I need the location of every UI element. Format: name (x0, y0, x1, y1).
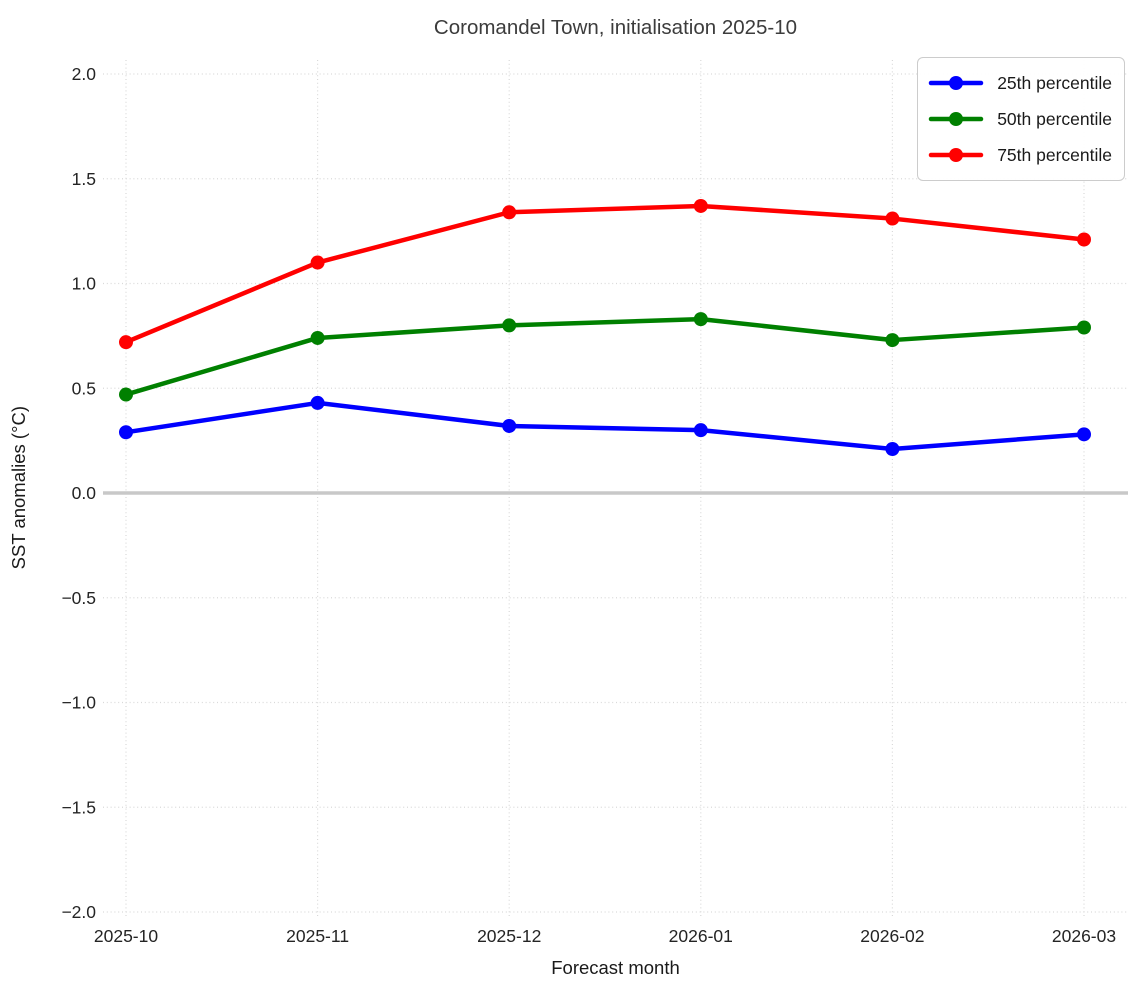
data-point-marker-50th-percentile (310, 330, 325, 345)
data-point-marker-75th-percentile (502, 205, 517, 220)
data-point-marker-50th-percentile (502, 318, 517, 333)
y-tick-label: −2.0 (61, 902, 96, 922)
y-tick-label: −1.0 (61, 693, 96, 713)
data-point-marker-25th-percentile (1077, 427, 1091, 442)
legend-item-75th-percentile: 75th percentile (928, 137, 1112, 173)
legend-item-label: 50th percentile (997, 108, 1112, 129)
x-tick-label: 2026-01 (669, 926, 733, 946)
legend-line-marker-icon (928, 148, 984, 162)
legend-marker-dot (949, 76, 964, 90)
data-point-marker-25th-percentile (693, 423, 708, 438)
legend-item-50th-percentile: 50th percentile (928, 101, 1112, 137)
data-point-marker-25th-percentile (885, 442, 900, 457)
data-point-marker-25th-percentile (119, 425, 133, 440)
legend-line-marker-icon (928, 112, 984, 126)
y-tick-label: 0.0 (72, 483, 97, 503)
y-tick-label: 2.0 (72, 64, 97, 84)
y-axis-label-container: SST anomalies (°C) (8, 0, 30, 976)
legend-item-25th-percentile: 25th percentile (928, 65, 1112, 101)
chart-title: Coromandel Town, initialisation 2025-10 (433, 16, 798, 39)
series-line-50th-percentile (123, 316, 1087, 397)
series-line-25th-percentile (123, 400, 1087, 452)
data-point-marker-75th-percentile (1077, 232, 1091, 247)
legend-marker-dot (949, 148, 964, 162)
data-point-marker-50th-percentile (119, 387, 133, 402)
legend: 25th percentile 50th percentile 75th perce… (917, 57, 1125, 181)
x-tick-label: 2025-11 (286, 926, 349, 946)
data-point-marker-50th-percentile (885, 333, 900, 348)
data-point-marker-50th-percentile (1077, 320, 1091, 335)
data-point-marker-75th-percentile (885, 211, 900, 226)
x-tick-label: 2025-10 (94, 926, 158, 946)
x-tick-label: 2026-03 (1052, 926, 1116, 946)
x-tick-label: 2026-02 (860, 926, 924, 946)
data-point-marker-25th-percentile (310, 395, 325, 410)
y-tick-label: −0.5 (61, 588, 96, 608)
data-point-marker-50th-percentile (693, 312, 708, 327)
data-point-marker-75th-percentile (310, 255, 325, 270)
y-tick-label: 1.0 (72, 274, 97, 294)
y-tick-label: 0.5 (72, 378, 96, 398)
data-point-marker-75th-percentile (693, 198, 708, 213)
legend-item-label: 75th percentile (997, 144, 1112, 165)
y-tick-label: −1.5 (61, 797, 96, 817)
legend-marker-dot (949, 112, 964, 126)
y-axis-label: SST anomalies (°C) (8, 406, 29, 570)
x-axis-label: Forecast month (551, 957, 680, 978)
y-tick-label: 1.5 (72, 169, 96, 189)
series-line-75th-percentile (123, 203, 1087, 345)
data-point-marker-75th-percentile (119, 335, 133, 350)
x-tick-label: 2025-12 (477, 926, 541, 946)
data-point-marker-25th-percentile (502, 418, 517, 433)
legend-line-marker-icon (928, 76, 984, 90)
legend-item-label: 25th percentile (997, 72, 1112, 93)
